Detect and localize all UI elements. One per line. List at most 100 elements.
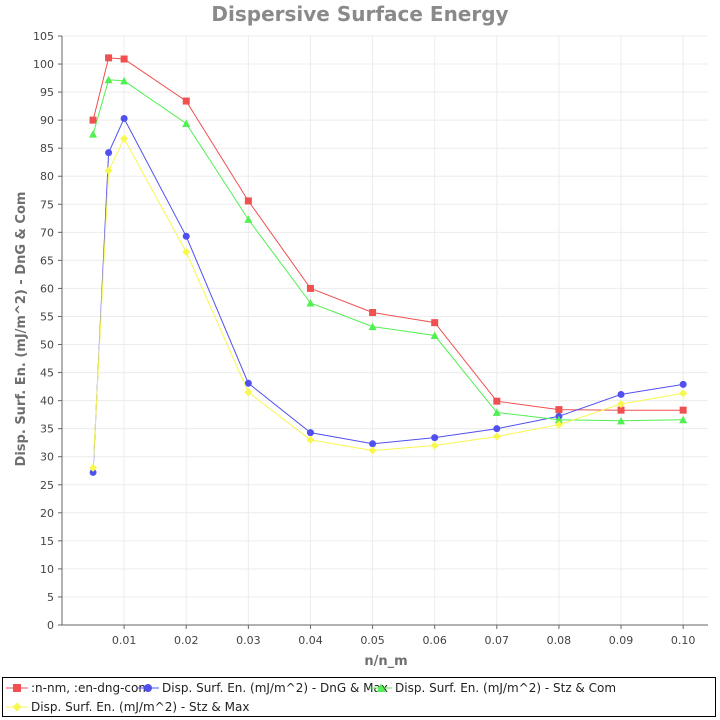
data-point[interactable] [105,54,113,62]
data-point[interactable] [182,119,191,128]
y-tick-label: 55 [40,310,54,323]
legend-marker-square-icon [6,684,28,692]
y-tick-label: 20 [40,507,54,520]
x-tick-label: 0.06 [422,634,447,647]
data-point[interactable] [89,463,98,472]
series-layer [89,54,688,476]
data-point[interactable] [244,379,252,387]
y-tick-label: 75 [40,198,54,211]
data-point[interactable] [369,309,377,317]
legend-marker-diamond-icon [6,702,28,712]
data-point[interactable] [244,197,252,205]
data-point[interactable] [89,116,97,124]
data-point[interactable] [493,425,501,433]
data-point[interactable] [120,114,128,122]
legend-label: :n-nm, :en-dng-com [31,681,151,695]
x-tick-label: 0.02 [174,634,199,647]
x-tick-label: 0.08 [547,634,572,647]
legend: :n-nm, :en-dng-com Disp. Surf. En. (mJ/m… [2,677,716,717]
y-axis-label: Disp. Surf. En. (mJ/m^2) - DnG & Com [14,192,29,467]
data-point[interactable] [104,75,113,84]
data-point[interactable] [554,420,563,429]
series-line [92,117,684,473]
y-tick-label: 35 [40,423,54,436]
grid-lines [62,35,708,626]
data-point[interactable] [492,408,501,416]
data-point[interactable] [182,247,191,256]
x-tick-label: 0.10 [671,634,696,647]
x-tick-label: 0.04 [298,634,323,647]
data-point[interactable] [244,388,253,397]
y-tick-label: 40 [40,395,54,408]
data-point[interactable] [120,134,129,143]
chart-title: Dispersive Surface Energy [211,2,508,26]
data-point[interactable] [182,97,190,105]
data-point[interactable] [306,429,314,437]
data-point[interactable] [492,432,501,441]
data-point[interactable] [617,390,625,398]
y-tick-label: 5 [47,591,54,604]
x-tick-label: 0.01 [112,634,137,647]
data-point[interactable] [554,415,563,424]
data-point[interactable] [679,406,687,414]
data-point[interactable] [617,399,626,408]
y-tick-label: 80 [40,170,54,183]
data-point[interactable] [306,284,314,292]
data-point[interactable] [369,440,377,448]
data-point[interactable] [368,446,377,455]
y-tick-label: 90 [40,114,54,127]
plot-area [62,36,708,625]
data-point[interactable] [679,380,687,388]
y-tick-label: 100 [33,58,54,71]
legend-marker-triangle-icon [370,683,392,692]
data-point[interactable] [120,55,128,63]
data-point[interactable] [617,416,626,425]
x-tick-label: 0.09 [609,634,634,647]
y-tick-label: 105 [33,30,54,43]
data-point[interactable] [120,76,129,85]
data-point[interactable] [368,322,377,331]
legend-marker-circle-icon [137,684,159,692]
y-tick-label: 15 [40,535,54,548]
legend-label: Disp. Surf. En. (mJ/m^2) - Stz & Max [31,700,250,714]
series-line [92,137,684,468]
series-1 [89,54,687,414]
data-point[interactable] [430,441,439,450]
legend-item-series-1[interactable]: :n-nm, :en-dng-com [6,679,150,697]
legend-label: Disp. Surf. En. (mJ/m^2) - Stz & Com [395,681,617,695]
data-point[interactable] [431,434,439,442]
y-tick-label: 70 [40,226,54,239]
data-point[interactable] [89,468,97,476]
data-point[interactable] [244,215,253,223]
y-tick-label: 0 [47,619,54,632]
series-3 [89,75,688,425]
y-tick-label: 10 [40,563,54,576]
legend-item-series-4[interactable]: Disp. Surf. En. (mJ/m^2) - Stz & Max [6,698,249,716]
data-point[interactable] [104,166,113,175]
data-point[interactable] [617,406,625,414]
y-tick-label: 30 [40,451,54,464]
y-tick-label: 60 [40,282,54,295]
chart: 0 5 10 15 20 25 30 35 40 45 50 55 60 65 70 75 80 85 90 95 10… [14,2,708,669]
data-point[interactable] [105,149,113,157]
legend-item-series-3[interactable]: Disp. Surf. En. (mJ/m^2) - Stz & Com [370,679,616,697]
y-tick-label: 95 [40,86,54,99]
y-tick-label: 45 [40,367,54,380]
data-point[interactable] [306,299,315,307]
tick-labels: 0 5 10 15 20 25 30 35 40 45 50 55 60 65 70 75 80 85 90 95 10… [33,30,695,647]
data-point[interactable] [431,319,439,327]
x-tick-label: 0.03 [236,634,261,647]
legend-item-series-2[interactable]: Disp. Surf. En. (mJ/m^2) - DnG & Max [137,679,388,697]
data-point[interactable] [89,130,98,138]
series-4 [89,134,688,472]
data-point[interactable] [430,331,439,340]
data-point[interactable] [306,435,315,444]
data-point[interactable] [679,415,688,424]
data-point[interactable] [679,389,688,398]
data-point[interactable] [555,406,563,414]
y-tick-label: 65 [40,254,54,267]
x-tick-label: 0.07 [485,634,510,647]
data-point[interactable] [182,232,190,240]
data-point[interactable] [493,397,501,405]
series-line [92,79,684,422]
